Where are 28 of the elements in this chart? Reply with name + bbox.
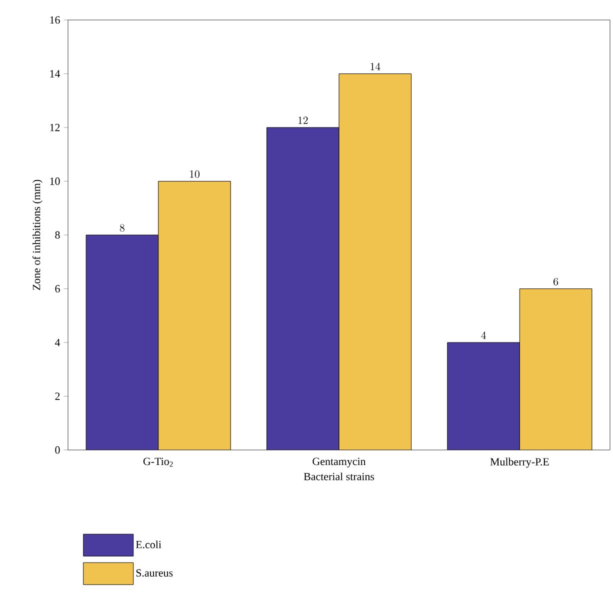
y-axis-title: Zone of inhibitions (mm) — [32, 180, 42, 290]
y-tick-label: 0 — [55, 446, 60, 454]
data-label: 8 — [120, 224, 124, 232]
legend-label: S.aureus — [136, 569, 173, 577]
x-tick-label: G-Tio$_{2}$ — [143, 458, 173, 467]
x-tick-label: Gentamycin — [312, 458, 366, 468]
bar — [86, 234, 159, 450]
y-tick-label: 16 — [50, 16, 60, 24]
bar — [339, 74, 412, 450]
y-tick-label: 12 — [50, 124, 60, 132]
y-tick-label: 6 — [55, 285, 60, 292]
data-label: 4 — [481, 332, 486, 339]
bar — [447, 342, 520, 450]
data-label: 14 — [370, 62, 380, 70]
y-tick-label: 2 — [55, 392, 60, 400]
legend-label: E.coli — [136, 540, 162, 548]
data-label: 10 — [190, 170, 200, 178]
bar — [519, 288, 592, 450]
bar — [158, 180, 231, 450]
x-tick-label: Mulberry-P.E — [490, 458, 549, 468]
data-label: 6 — [554, 278, 558, 286]
bar — [266, 127, 340, 450]
y-tick-label: 8 — [55, 231, 60, 239]
y-tick-label: 10 — [50, 178, 60, 185]
data-label: 12 — [298, 116, 308, 124]
y-tick-label: 4 — [54, 338, 60, 346]
y-tick-label: 14 — [50, 70, 60, 78]
x-axis-title: Bacterial strains — [304, 472, 374, 480]
